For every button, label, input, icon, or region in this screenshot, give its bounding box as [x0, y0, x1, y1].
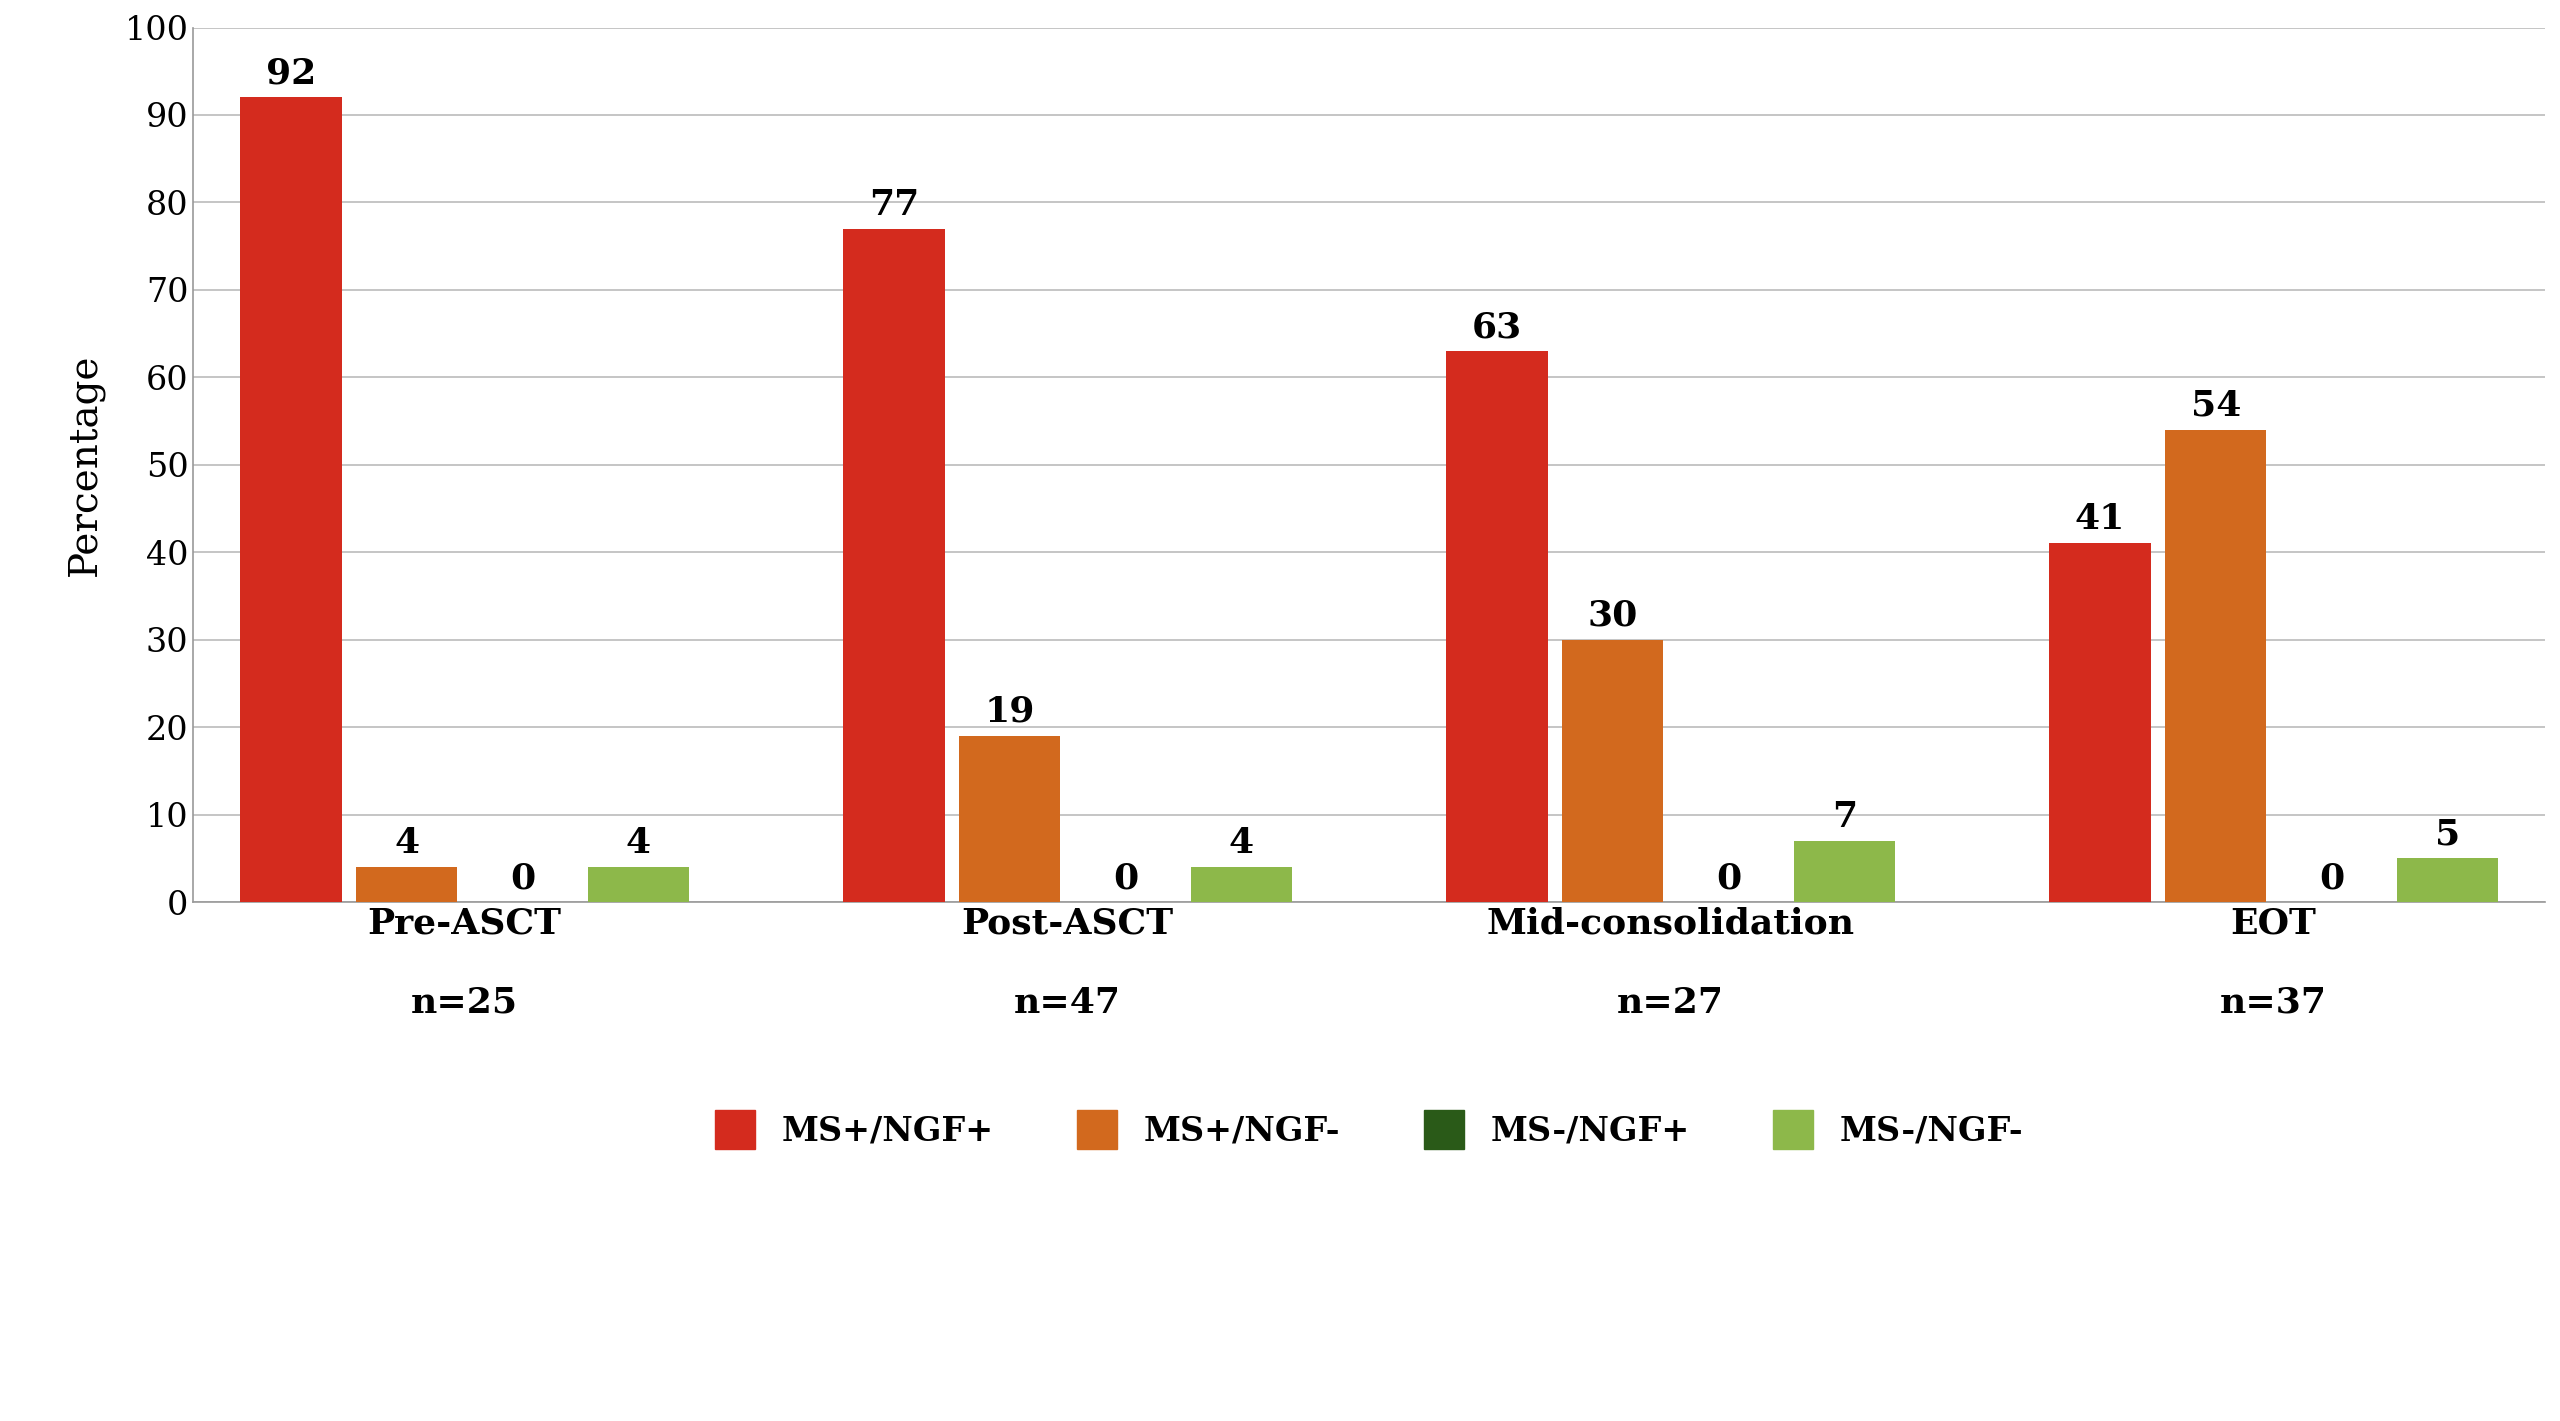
Legend: MS+/NGF+, MS+/NGF-, MS-/NGF+, MS-/NGF-: MS+/NGF+, MS+/NGF-, MS-/NGF+, MS-/NGF- — [699, 1093, 2040, 1165]
Text: 54: 54 — [2191, 389, 2240, 423]
Text: 7: 7 — [1833, 800, 1856, 834]
Bar — [842, 229, 945, 902]
Text: 0: 0 — [509, 861, 535, 895]
Bar — [1795, 841, 1894, 902]
Text: 0: 0 — [2319, 861, 2345, 895]
Bar — [241, 98, 340, 902]
Y-axis label: Percentage: Percentage — [67, 354, 105, 576]
Text: 63: 63 — [1472, 310, 1523, 344]
Text: 5: 5 — [2435, 817, 2460, 851]
Bar — [356, 867, 458, 902]
Text: 41: 41 — [2074, 503, 2125, 537]
Text: 0: 0 — [1715, 861, 1741, 895]
Bar — [1190, 867, 1293, 902]
Text: 19: 19 — [986, 695, 1034, 729]
Text: 4: 4 — [625, 826, 650, 860]
Bar — [1562, 639, 1664, 902]
Bar — [2166, 429, 2266, 902]
Text: 77: 77 — [868, 188, 919, 222]
Text: 92: 92 — [266, 57, 317, 91]
Bar — [2396, 858, 2499, 902]
Bar — [589, 867, 689, 902]
Bar — [1446, 351, 1549, 902]
Text: 0: 0 — [1114, 861, 1139, 895]
Text: 4: 4 — [1229, 826, 1254, 860]
Bar — [960, 736, 1060, 902]
Bar — [2051, 543, 2150, 902]
Text: 30: 30 — [1587, 598, 1638, 632]
Text: 4: 4 — [394, 826, 420, 860]
